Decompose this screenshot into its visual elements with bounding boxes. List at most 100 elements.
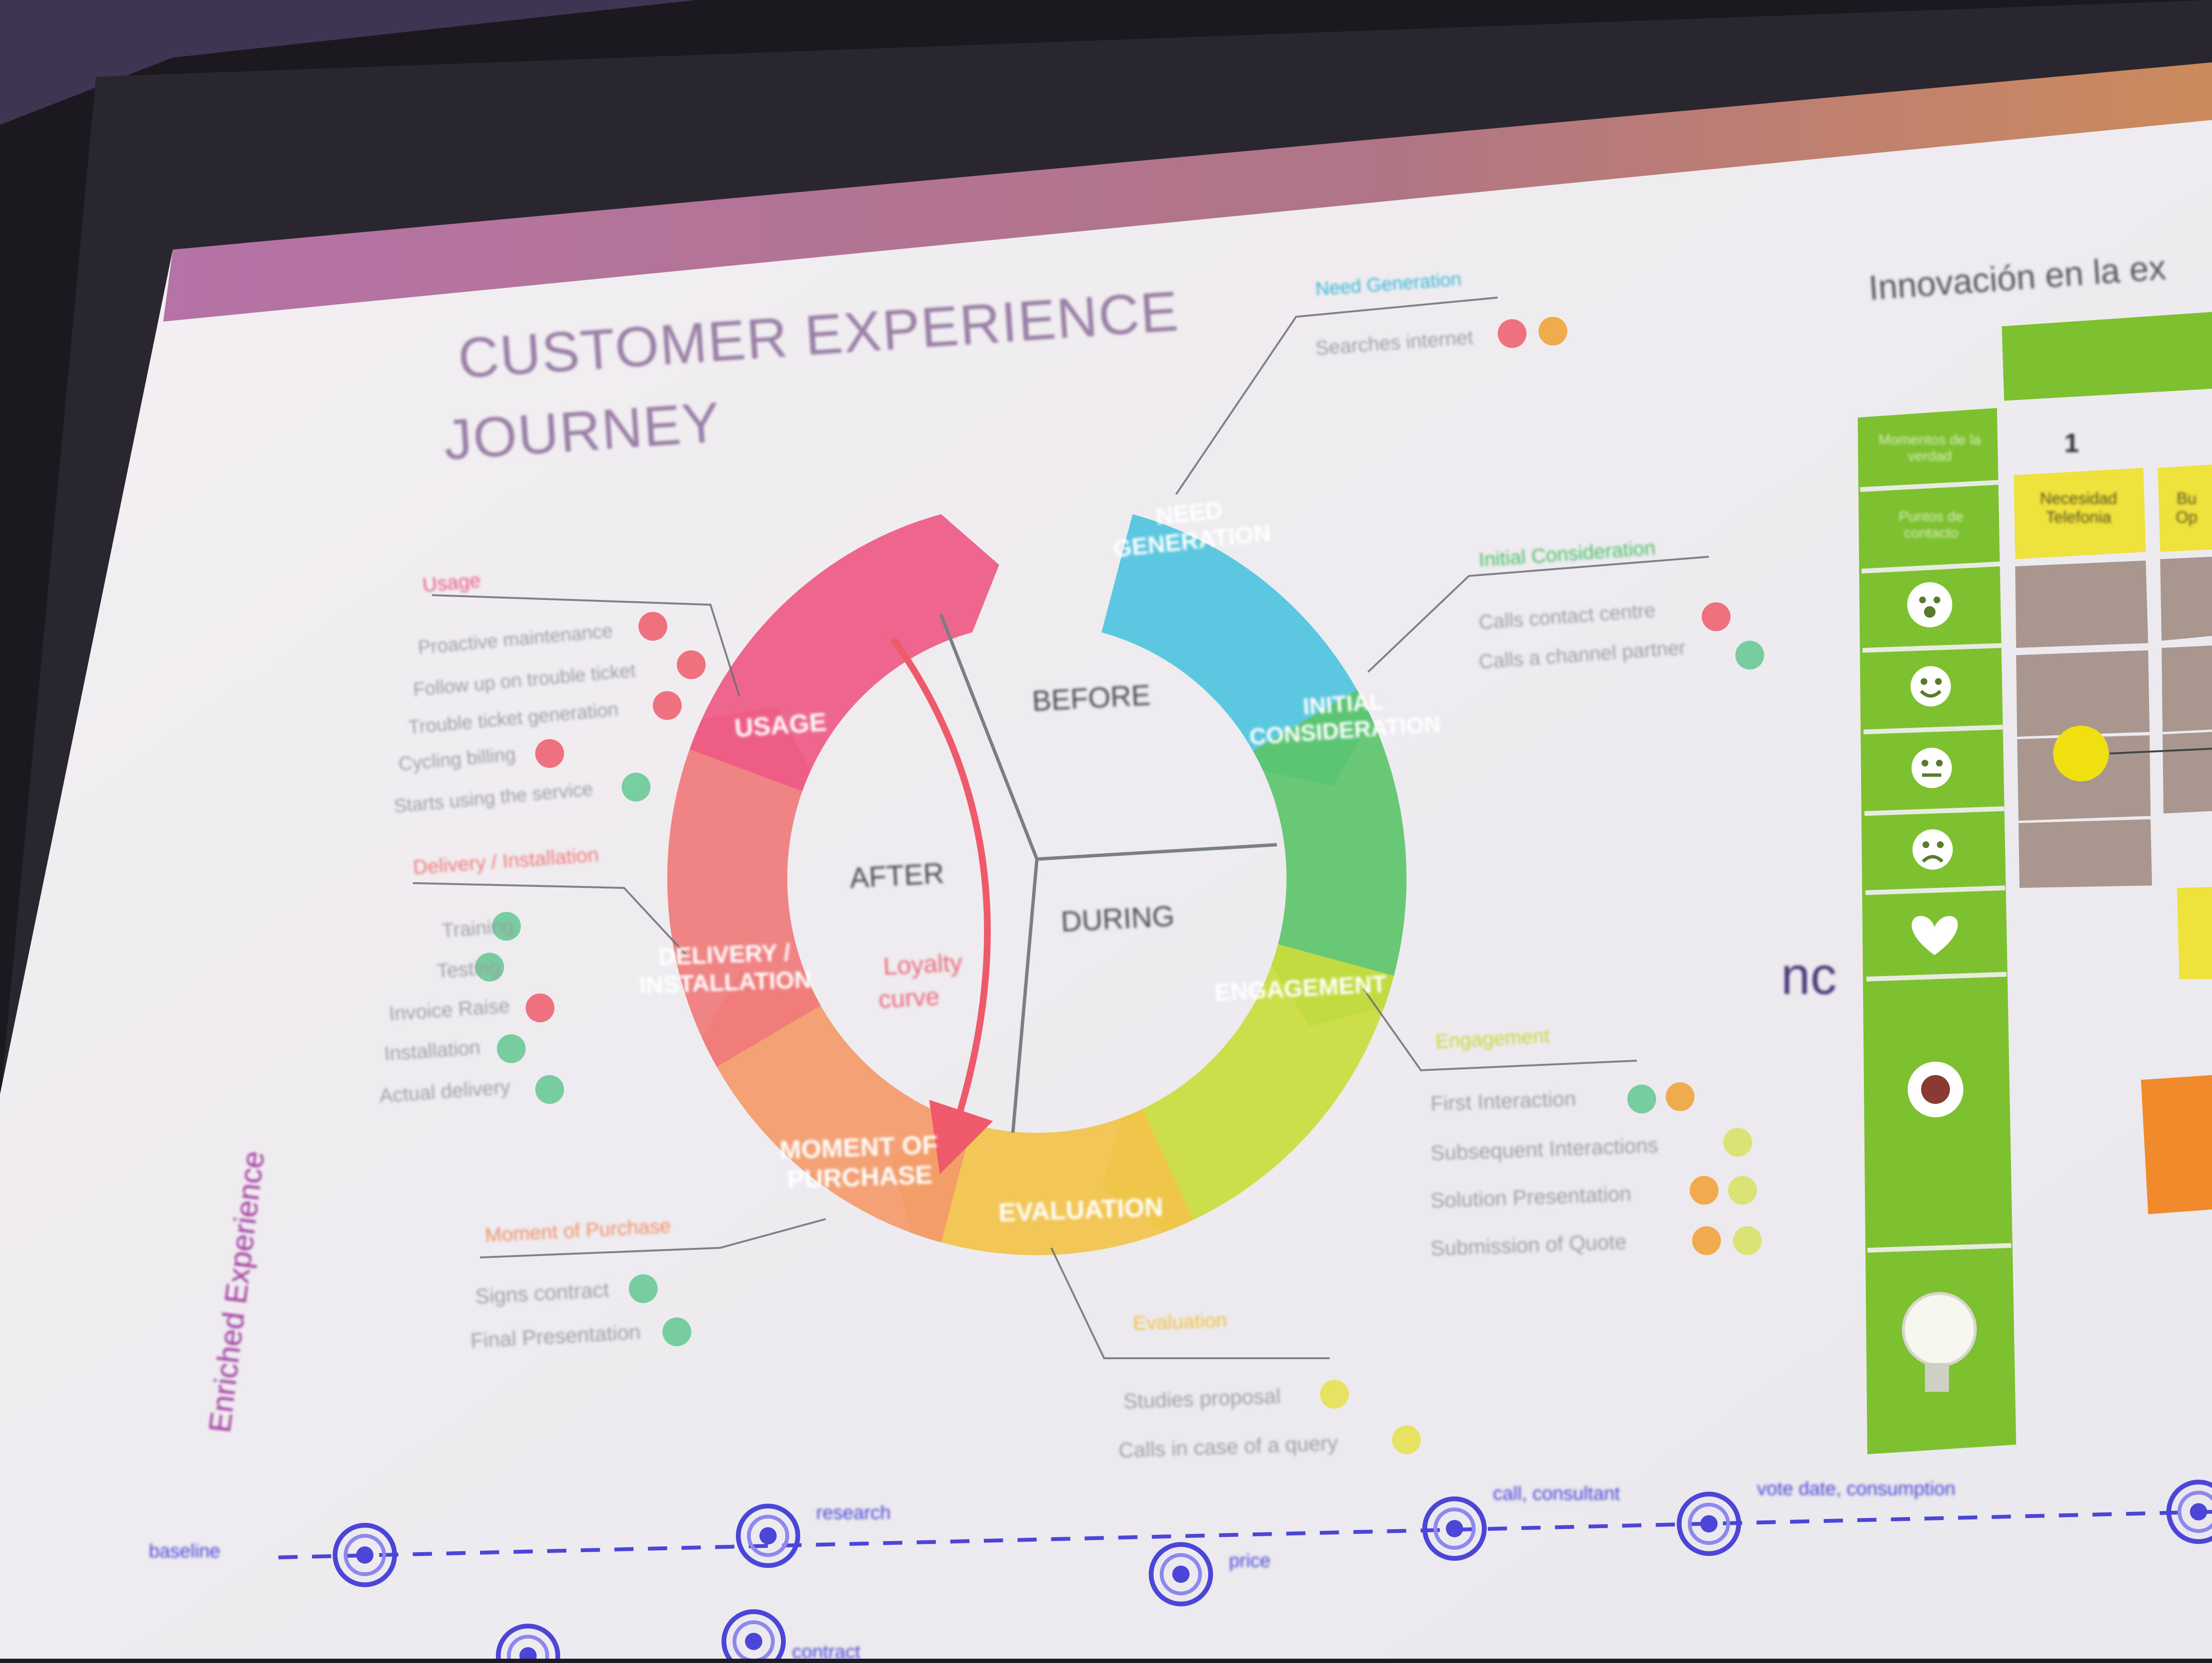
timeline-label-3: price bbox=[1229, 1550, 1271, 1571]
callout-delivery-item-2: Testing bbox=[436, 955, 502, 982]
cell-grey-4 bbox=[2019, 819, 2152, 888]
status-smiley-icon bbox=[638, 612, 667, 641]
cell-grey-1 bbox=[2015, 561, 2148, 648]
phase-before: BEFORE bbox=[1031, 679, 1152, 718]
timeline-node bbox=[1149, 1542, 1213, 1606]
grid-yellow-cell-2: Bu Op bbox=[2176, 490, 2198, 526]
status-smiley-icon bbox=[475, 953, 504, 981]
status-smiley-icon bbox=[1728, 1176, 1757, 1205]
timeline-node bbox=[519, 1647, 537, 1659]
grid-side-cell-1: Momentos de la verdad bbox=[1878, 432, 1981, 464]
status-smiley-icon bbox=[1666, 1082, 1695, 1111]
timeline-label-2: research bbox=[816, 1502, 891, 1523]
target-icon bbox=[1908, 1062, 1963, 1117]
status-smiley-icon bbox=[662, 1317, 691, 1346]
timeline-node bbox=[356, 1546, 373, 1564]
phase-dividers bbox=[939, 613, 1277, 1133]
status-smiley-icon bbox=[1627, 1085, 1656, 1113]
timeline-label-5: vote date, consumption bbox=[1757, 1478, 1956, 1499]
timeline-node bbox=[721, 1609, 786, 1659]
timeline-node bbox=[507, 1635, 549, 1659]
timeline-label-4: call, consultant bbox=[1493, 1483, 1620, 1504]
wall-top-left bbox=[0, 0, 696, 125]
heart-icon bbox=[1911, 916, 1958, 955]
segment-label-delivery: DELIVERY / INSTALLATION bbox=[638, 939, 812, 999]
timeline-node bbox=[2177, 1491, 2212, 1533]
timeline-node bbox=[745, 1633, 762, 1650]
nc-text: nc bbox=[1781, 946, 1837, 1005]
smiley-happy-icon bbox=[1907, 582, 1952, 627]
cell-yellow-2 bbox=[2158, 465, 2212, 552]
timeline-nodes bbox=[333, 1480, 2212, 1659]
timeline-node bbox=[747, 1515, 789, 1557]
status-smiley-icon bbox=[535, 1075, 564, 1104]
innovation-grid bbox=[1858, 312, 2212, 1454]
grid-header-green bbox=[2002, 312, 2212, 401]
timeline-label-6: contract bbox=[792, 1641, 861, 1663]
status-smiley-icon bbox=[1320, 1380, 1349, 1409]
top-band bbox=[163, 62, 2212, 322]
status-smiley-icon bbox=[497, 1034, 526, 1063]
loyalty-curve-arrow bbox=[890, 636, 993, 1174]
status-smiley-icon bbox=[1498, 319, 1527, 348]
grid-yellow-cell-1: Necesidad Telefonia bbox=[2040, 490, 2117, 526]
cell-grey-6 bbox=[2162, 646, 2212, 732]
status-icons bbox=[475, 317, 1764, 1454]
loyalty-label-line2: curve bbox=[878, 982, 940, 1014]
status-smiley-icon bbox=[1690, 1176, 1719, 1205]
status-smiley-icon bbox=[653, 691, 682, 720]
timeline-node bbox=[733, 1620, 775, 1659]
grid-column-number: 1 bbox=[2064, 428, 2080, 458]
timeline-node bbox=[496, 1624, 560, 1659]
status-smiley-icon bbox=[1692, 1226, 1721, 1255]
status-smiley-icon bbox=[1702, 602, 1731, 631]
timeline-label-1: baseline bbox=[149, 1541, 221, 1562]
timeline-node bbox=[1700, 1515, 1718, 1532]
callout-evaluation-title: Evaluation bbox=[1132, 1308, 1227, 1335]
wheel-segment-3 bbox=[1101, 944, 1394, 1233]
timeline-node bbox=[2166, 1480, 2212, 1544]
status-smiley-icon bbox=[1735, 641, 1764, 670]
wheel-segment-2 bbox=[1253, 690, 1407, 1027]
timeline-node bbox=[759, 1527, 777, 1544]
status-smiley-icon bbox=[1539, 317, 1567, 346]
wheel-segment-7 bbox=[689, 514, 999, 791]
cell-grey-2 bbox=[2016, 650, 2150, 737]
smiley-neutral-icon bbox=[1911, 748, 1952, 788]
timeline-node bbox=[1688, 1503, 1730, 1545]
status-smiley-icon bbox=[526, 993, 554, 1022]
timeline-node bbox=[2190, 1503, 2207, 1520]
wheel-segment-1 bbox=[1101, 514, 1372, 786]
timeline-node bbox=[1677, 1492, 1741, 1556]
cell-grey-5 bbox=[2160, 557, 2212, 641]
timeline-node bbox=[344, 1534, 386, 1576]
phase-after: AFTER bbox=[849, 857, 945, 895]
status-smiley-icon bbox=[535, 739, 564, 768]
phase-during: DURING bbox=[1060, 899, 1176, 938]
smiley-sad-icon bbox=[1912, 829, 1953, 870]
status-smiley-icon bbox=[629, 1274, 658, 1303]
timeline-node bbox=[1160, 1553, 1202, 1595]
grid-side-cell-2: Puntos de contacto bbox=[1899, 509, 1964, 541]
projection-screen bbox=[0, 96, 2212, 1659]
timeline-node bbox=[1172, 1566, 1190, 1583]
cell-grey-7 bbox=[2163, 732, 2212, 814]
timeline-node bbox=[736, 1504, 800, 1568]
lightbulb-icon bbox=[1902, 1292, 1977, 1392]
cell-yellow-3 bbox=[2177, 887, 2212, 979]
smiley-smile-icon bbox=[1911, 666, 1951, 706]
status-smiley-icon bbox=[1392, 1425, 1421, 1454]
segment-label-purchase: MOMENT OF PURCHASE bbox=[779, 1130, 938, 1195]
timeline-node bbox=[1433, 1507, 1476, 1550]
journey-wheel bbox=[667, 514, 1407, 1256]
callout-engagement-item-1: First Interaction bbox=[1430, 1087, 1576, 1116]
status-smiley-icon bbox=[492, 912, 521, 941]
status-smiley-icon bbox=[1723, 1128, 1752, 1157]
status-smiley-icon bbox=[1733, 1226, 1762, 1255]
status-smiley-icon bbox=[622, 773, 650, 802]
timeline-node bbox=[333, 1523, 397, 1587]
wheel-segment-5 bbox=[702, 970, 973, 1243]
cell-orange bbox=[2141, 1075, 2212, 1214]
segment-label-evaluation: EVALUATION bbox=[998, 1193, 1164, 1227]
